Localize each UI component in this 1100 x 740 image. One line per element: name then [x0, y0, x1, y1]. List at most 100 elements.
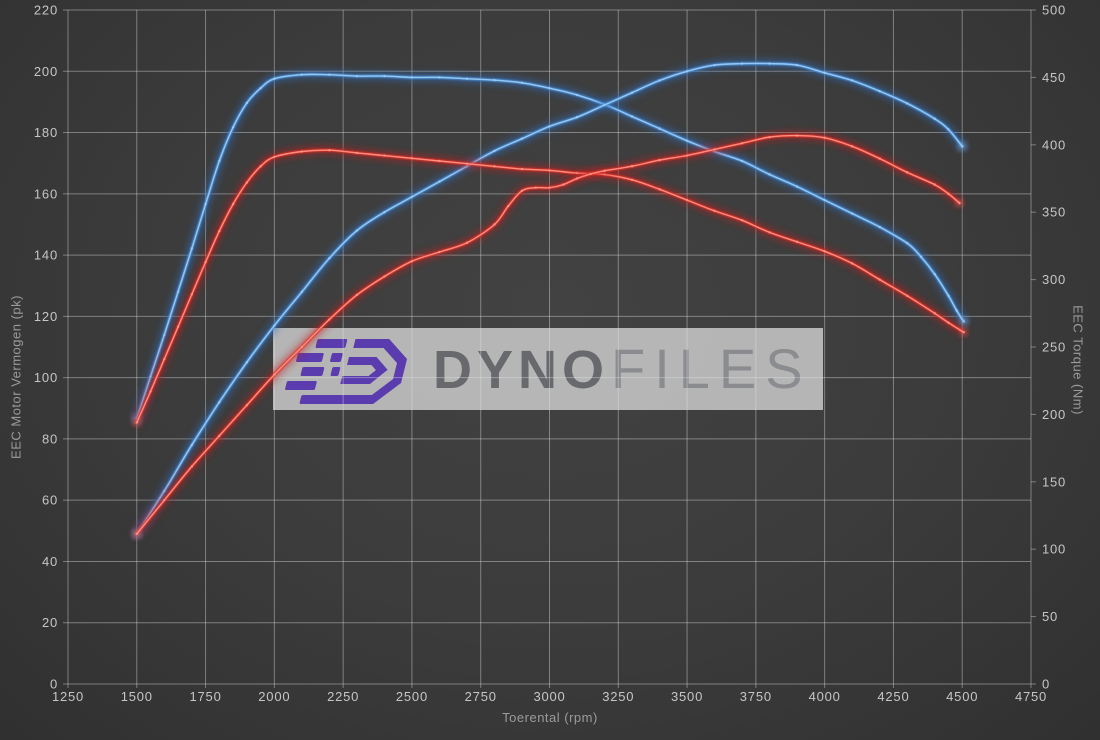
data-point [548, 125, 551, 128]
x-tick-label: 2000 [258, 689, 290, 704]
data-point [905, 171, 909, 174]
data-point [493, 165, 496, 168]
data-point [534, 186, 537, 189]
data-point [328, 256, 331, 260]
data-point [245, 404, 249, 407]
data-point [850, 79, 854, 82]
data-point [878, 225, 881, 229]
data-point [355, 293, 359, 297]
data-point [245, 101, 249, 105]
data-point [383, 154, 386, 157]
data-point [259, 86, 262, 90]
data-point [548, 86, 551, 90]
x-tick-label: 1750 [190, 689, 222, 704]
data-point [493, 223, 496, 226]
tuned-power-markers [135, 62, 964, 536]
data-point [300, 345, 304, 349]
data-point [919, 255, 923, 258]
data-point [878, 278, 881, 281]
x-tick-label: 1250 [52, 689, 84, 704]
data-point [740, 159, 744, 163]
data-point [630, 178, 634, 182]
data-point [933, 312, 936, 315]
x-tick-label: 2500 [396, 689, 428, 704]
left-tick-label: 140 [34, 248, 58, 263]
data-point [768, 62, 771, 65]
right-tick-label: 50 [1042, 609, 1058, 624]
data-point [204, 202, 207, 206]
data-point [548, 186, 551, 189]
right-tick-label: 200 [1042, 407, 1066, 422]
data-point [438, 159, 441, 163]
data-point [218, 229, 221, 233]
right-tick-label: 500 [1042, 3, 1066, 18]
x-tick-label: 3000 [533, 689, 565, 704]
data-point [438, 76, 441, 79]
data-point [603, 103, 606, 107]
data-point [300, 290, 304, 294]
data-point [933, 273, 936, 276]
stock-torque-markers [135, 148, 965, 424]
data-point [273, 324, 276, 327]
data-point [438, 250, 441, 254]
data-point [685, 198, 689, 202]
data-point [410, 260, 414, 263]
data-point [355, 74, 359, 78]
data-point [149, 390, 152, 393]
data-point [190, 465, 194, 468]
left-tick-label: 20 [42, 615, 58, 630]
data-point [149, 375, 152, 378]
data-point [740, 62, 744, 65]
data-point [328, 318, 331, 321]
data-point [878, 89, 881, 93]
data-point [850, 212, 854, 215]
data-point [218, 400, 221, 404]
data-point [713, 148, 716, 151]
data-point [658, 158, 661, 162]
left-tick-label: 120 [34, 309, 58, 324]
data-point [823, 250, 826, 253]
data-point [685, 154, 689, 157]
data-point [245, 181, 249, 184]
tuned-torque-endpoint-glow [960, 318, 967, 325]
data-point [410, 195, 414, 199]
data-point [163, 333, 166, 337]
data-point [410, 157, 414, 160]
stock-power-glow [132, 131, 964, 539]
data-point [465, 162, 469, 165]
data-point [905, 242, 909, 245]
left-tick-label: 0 [50, 677, 58, 692]
watermark-brand-bold: Dyno [433, 339, 610, 400]
data-point [176, 325, 180, 328]
data-point [603, 169, 606, 173]
data-point [905, 294, 909, 297]
data-point [355, 151, 359, 155]
data-point [190, 443, 194, 447]
data-point [273, 373, 276, 376]
data-point [383, 74, 386, 78]
right-tick-label: 350 [1042, 205, 1066, 220]
data-point [300, 150, 304, 153]
data-point [947, 192, 950, 196]
data-point [520, 189, 524, 192]
left-tick-label: 220 [34, 3, 58, 18]
data-point [630, 91, 634, 94]
data-point [355, 229, 359, 232]
data-point [933, 183, 936, 186]
data-point [259, 165, 262, 168]
data-point [438, 180, 441, 183]
right-tick-label: 150 [1042, 474, 1066, 489]
right-tick-label: 0 [1042, 677, 1050, 692]
right-tick-label: 100 [1042, 542, 1066, 557]
data-point [548, 169, 551, 172]
data-point [465, 77, 469, 80]
x-tick-label: 3500 [671, 689, 703, 704]
watermark-brand-light: Files [611, 336, 812, 400]
data-point [630, 165, 634, 168]
data-point [850, 145, 854, 148]
tuned-power-endpoint-glow [959, 143, 966, 150]
data-point [507, 204, 510, 208]
data-point [740, 219, 744, 222]
data-point [231, 126, 235, 129]
left-tick-label: 80 [42, 431, 58, 446]
